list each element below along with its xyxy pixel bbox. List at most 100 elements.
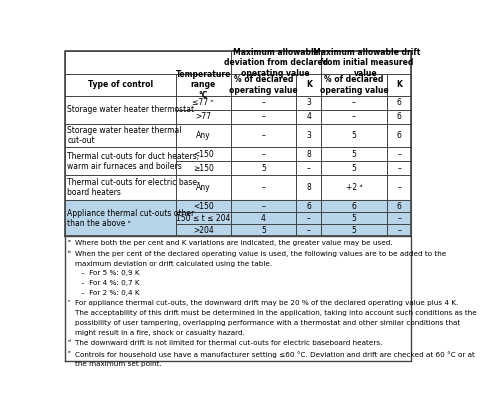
Text: 6: 6 [352, 202, 356, 211]
Polygon shape [387, 212, 412, 224]
Polygon shape [176, 96, 231, 110]
Polygon shape [176, 124, 231, 147]
Polygon shape [387, 147, 412, 161]
Text: >204: >204 [193, 226, 213, 235]
Text: % of declared
operating value: % of declared operating value [320, 75, 388, 95]
Text: ᵇ: ᵇ [68, 251, 71, 257]
Text: 6: 6 [306, 202, 311, 211]
Polygon shape [65, 124, 176, 147]
Polygon shape [387, 200, 412, 212]
Text: <150: <150 [193, 150, 213, 159]
Text: 5: 5 [352, 164, 356, 173]
Text: –: – [397, 150, 401, 159]
Polygon shape [176, 161, 231, 175]
Polygon shape [321, 74, 387, 96]
Text: –: – [262, 131, 265, 140]
Text: –: – [397, 214, 401, 223]
Text: –: – [352, 98, 356, 107]
Text: 6: 6 [397, 202, 402, 211]
Text: Thermal cut-outs for duct heaters,
warm air furnaces and boilers: Thermal cut-outs for duct heaters, warm … [68, 152, 200, 171]
Text: When the per cent of the declared operating value is used, the following values : When the per cent of the declared operat… [75, 251, 446, 257]
Polygon shape [176, 147, 231, 161]
Polygon shape [231, 147, 296, 161]
Text: 5: 5 [352, 150, 356, 159]
Polygon shape [296, 124, 321, 147]
Polygon shape [65, 236, 412, 361]
Text: –: – [352, 112, 356, 121]
Polygon shape [231, 51, 321, 74]
Text: Any: Any [196, 183, 210, 192]
Polygon shape [296, 212, 321, 224]
Text: 5: 5 [352, 214, 356, 223]
Text: –: – [307, 214, 311, 223]
Polygon shape [321, 224, 387, 236]
Polygon shape [231, 124, 296, 147]
Text: Any: Any [196, 131, 210, 140]
Text: 5: 5 [352, 226, 356, 235]
Text: 5: 5 [261, 226, 266, 235]
Polygon shape [231, 175, 296, 200]
Polygon shape [65, 175, 176, 200]
Text: –: – [262, 98, 265, 107]
Polygon shape [296, 147, 321, 161]
Text: 4: 4 [261, 214, 266, 223]
Text: 4: 4 [306, 112, 311, 121]
Polygon shape [231, 212, 296, 224]
Text: Maximum allowable
deviation from declared
operating value: Maximum allowable deviation from declare… [224, 48, 328, 78]
Text: –: – [397, 226, 401, 235]
Text: maximum deviation or drift calculated using the table.: maximum deviation or drift calculated us… [75, 261, 272, 266]
Text: ᶜ: ᶜ [68, 300, 71, 306]
Text: 6: 6 [397, 112, 402, 121]
Polygon shape [387, 74, 412, 96]
Text: 3: 3 [306, 98, 311, 107]
Polygon shape [296, 96, 321, 110]
Polygon shape [231, 200, 296, 212]
Text: –: – [307, 226, 311, 235]
Text: +2 ᵈ: +2 ᵈ [346, 183, 362, 192]
Text: ≤77 ᵉ: ≤77 ᵉ [193, 98, 214, 107]
Text: –  For 2 %: 0,4 K: – For 2 %: 0,4 K [81, 290, 139, 296]
Polygon shape [296, 224, 321, 236]
Polygon shape [321, 110, 387, 124]
Text: 8: 8 [306, 183, 311, 192]
Text: K: K [306, 80, 312, 89]
Text: –: – [262, 150, 265, 159]
Polygon shape [387, 175, 412, 200]
Text: –: – [262, 202, 265, 211]
Text: Temperature
range
°C: Temperature range °C [175, 70, 231, 100]
Polygon shape [321, 175, 387, 200]
Polygon shape [231, 224, 296, 236]
Polygon shape [176, 212, 231, 224]
Text: 150 ≤ t ≤ 204: 150 ≤ t ≤ 204 [176, 214, 230, 223]
Text: might result in a fire, shock or casualty hazard.: might result in a fire, shock or casualt… [75, 330, 245, 336]
Text: 6: 6 [397, 98, 402, 107]
Polygon shape [231, 110, 296, 124]
Text: For appliance thermal cut-outs, the downward drift may be 20 % of the declared o: For appliance thermal cut-outs, the down… [75, 300, 458, 306]
Text: The downward drift is not limited for thermal cut-outs for electric baseboard he: The downward drift is not limited for th… [75, 340, 382, 346]
Text: K: K [396, 80, 402, 89]
Polygon shape [296, 200, 321, 212]
Polygon shape [296, 161, 321, 175]
Text: 5: 5 [261, 164, 266, 173]
Polygon shape [65, 96, 176, 124]
Polygon shape [321, 200, 387, 212]
Text: –  For 4 %: 0,7 K: – For 4 %: 0,7 K [81, 280, 139, 286]
Text: ᵃ: ᵃ [68, 240, 71, 246]
Text: –: – [262, 112, 265, 121]
Polygon shape [387, 124, 412, 147]
Polygon shape [296, 110, 321, 124]
Text: ᵈ: ᵈ [68, 340, 71, 346]
Polygon shape [176, 74, 231, 96]
Text: The acceptability of this drift must be determined in the application, taking in: The acceptability of this drift must be … [75, 310, 477, 316]
Text: <150: <150 [193, 202, 213, 211]
Polygon shape [231, 74, 296, 96]
Polygon shape [231, 161, 296, 175]
Polygon shape [387, 224, 412, 236]
Text: >77: >77 [195, 112, 211, 121]
Polygon shape [321, 161, 387, 175]
Text: % of declared
operating value: % of declared operating value [229, 75, 298, 95]
Polygon shape [176, 110, 231, 124]
Text: –: – [262, 183, 265, 192]
Text: the maximum set point.: the maximum set point. [75, 361, 162, 367]
Text: Storage water heater thermal
cut-out: Storage water heater thermal cut-out [68, 126, 182, 145]
